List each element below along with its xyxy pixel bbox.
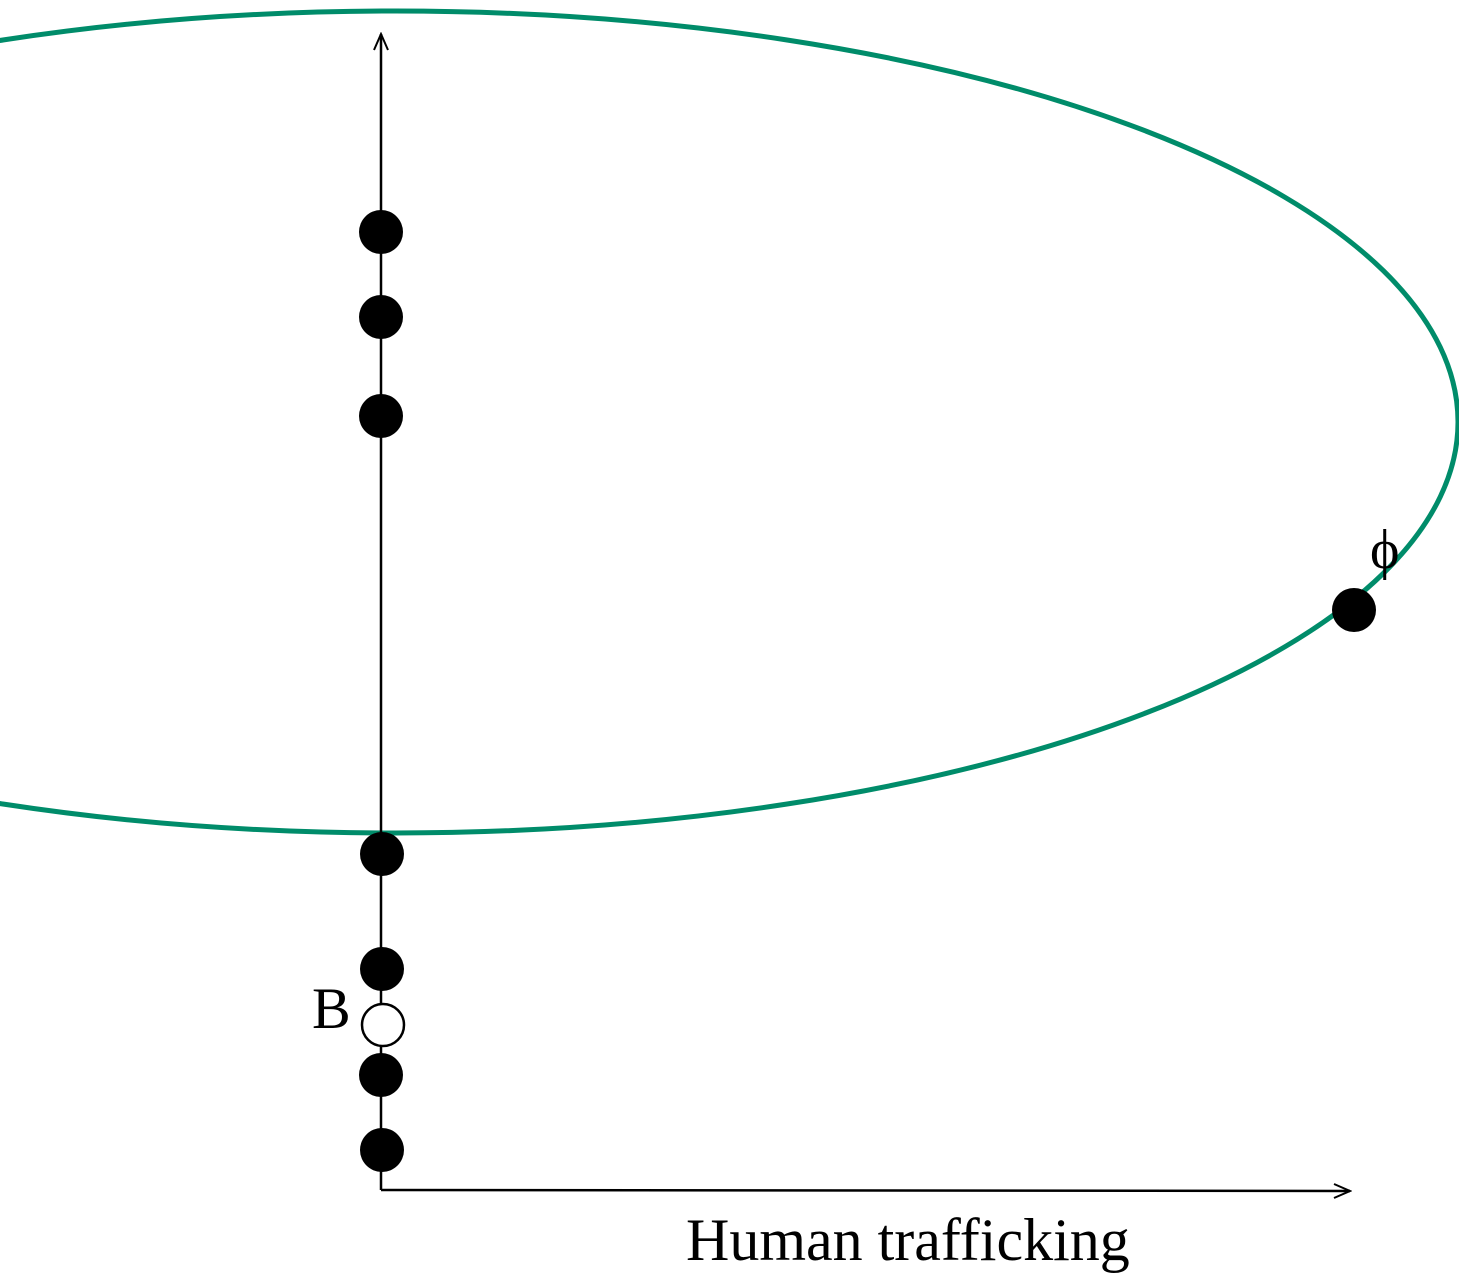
- point-5: [360, 947, 404, 991]
- point-b-label: B: [312, 976, 351, 1041]
- point-1: [359, 210, 403, 254]
- point-3: [359, 394, 403, 438]
- point-4: [360, 832, 404, 876]
- point-2: [359, 295, 403, 339]
- point-7: [360, 1128, 404, 1172]
- point-phi-label: ϕ: [1370, 519, 1399, 581]
- point-6: [359, 1053, 403, 1097]
- point-b-open: [360, 1002, 406, 1048]
- point-phi: [1332, 588, 1376, 632]
- green-ellipse: [0, 8, 1459, 836]
- x-axis: [380, 1190, 1350, 1191]
- x-axis-label: Human trafficking: [686, 1207, 1130, 1273]
